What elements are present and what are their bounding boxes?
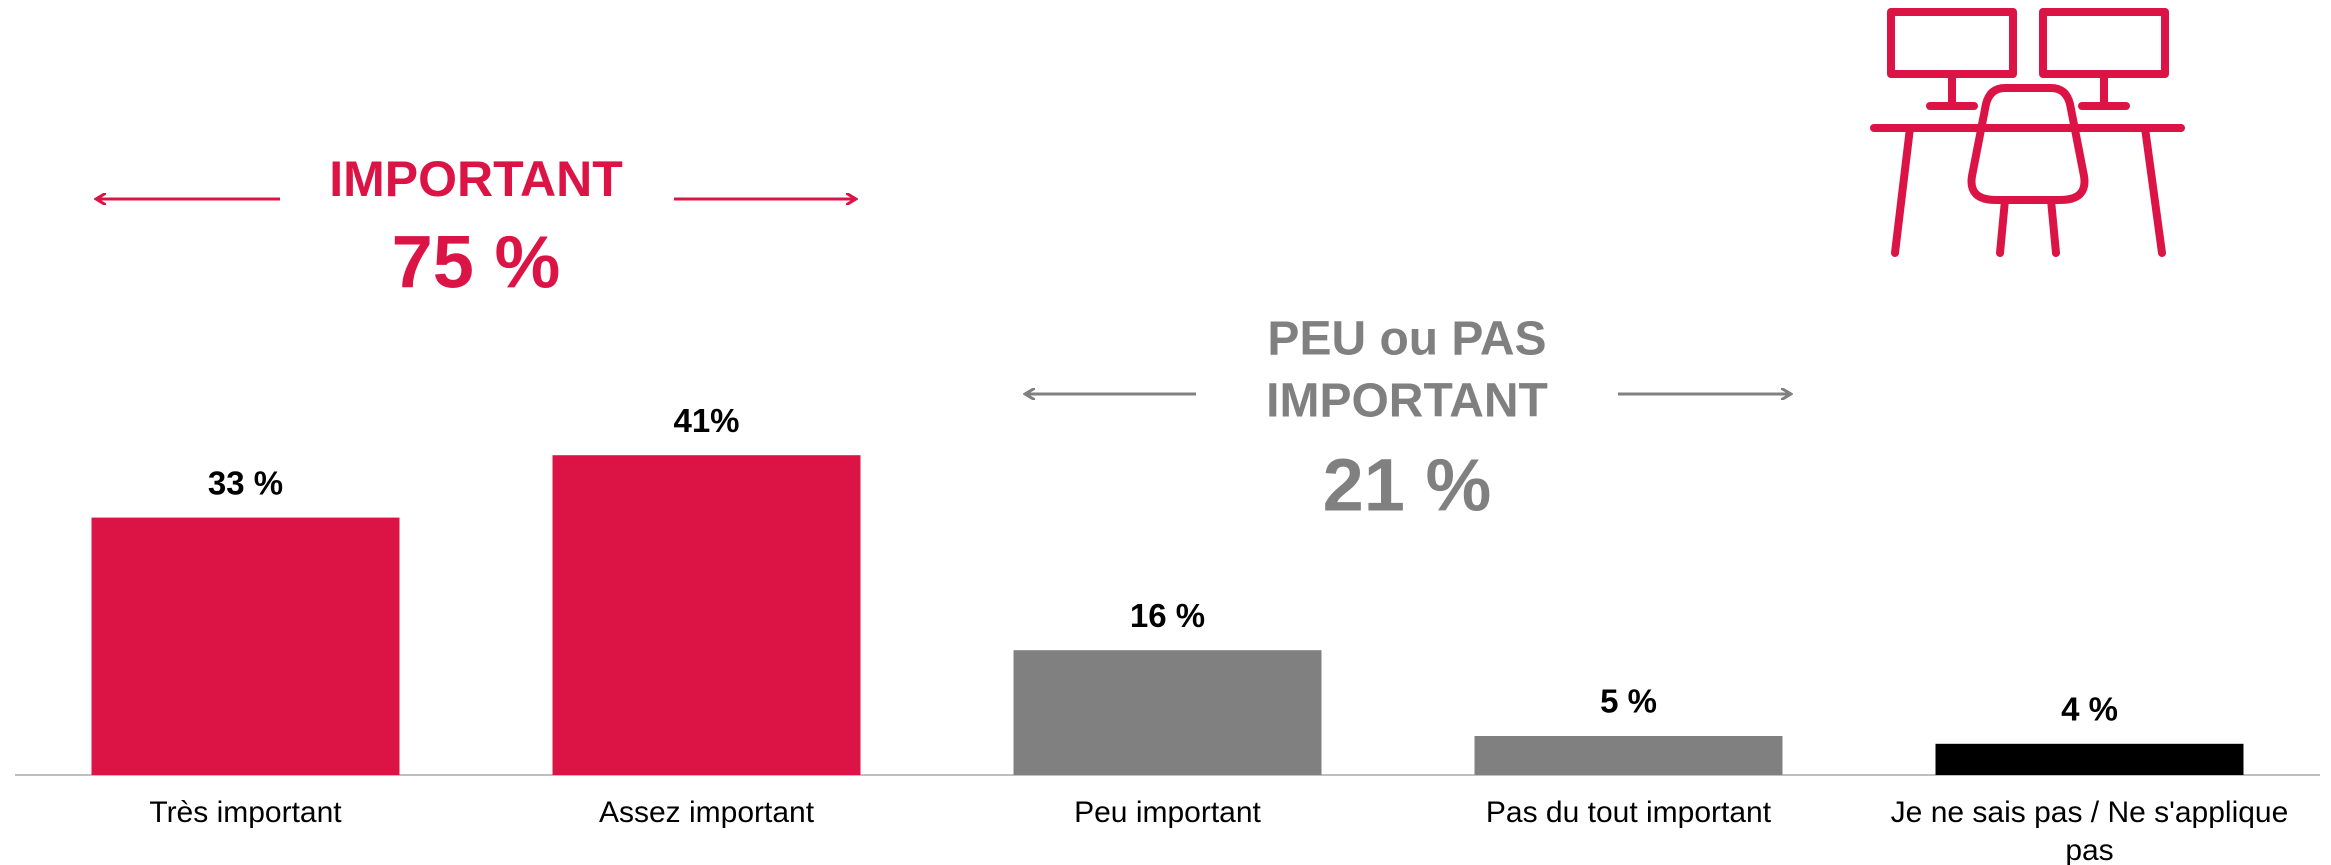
bar [91, 517, 400, 775]
bar [1935, 743, 2244, 775]
annotation: 75 % [392, 221, 561, 304]
annotation: IMPORTANT [1266, 375, 1548, 428]
annotation: 21 % [1323, 444, 1492, 527]
value-label: 16 % [1130, 597, 1205, 634]
value-label: 4 % [2061, 691, 2118, 728]
bar [552, 455, 861, 775]
value-label: 41% [673, 402, 739, 439]
x-tick-label: Assez important [598, 796, 815, 829]
x-tick-label: Pas du tout important [1485, 796, 1772, 829]
value-label: 5 % [1600, 683, 1657, 720]
desk-icon [1870, 8, 2185, 257]
x-tick-label: Peu important [1074, 796, 1261, 829]
arrows [96, 199, 1791, 394]
annotation: PEU ou PAS [1267, 313, 1546, 366]
bar [1474, 736, 1783, 775]
x-tick-label: Très important [149, 796, 342, 829]
value-label: 33 % [208, 464, 283, 501]
x-tick-label: Je ne sais pas / Ne s'applique pas [1890, 796, 2289, 865]
bar [1013, 650, 1322, 775]
annotation: IMPORTANT [329, 151, 622, 207]
